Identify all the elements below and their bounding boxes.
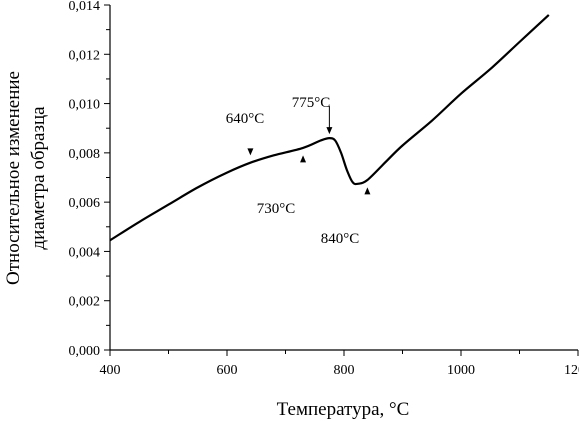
annotation-arrowhead <box>300 155 307 163</box>
annotation-arrowhead <box>364 187 371 195</box>
x-axis-label: Температура, °С <box>277 399 410 420</box>
series <box>109 14 550 242</box>
x-tick-label: 800 <box>334 363 355 378</box>
annotations: 640°C 730°C 775°C 840°C <box>226 95 371 247</box>
y-axis-label: Относительное изменение диаметра образца <box>3 71 49 285</box>
annotation-arrowhead <box>247 148 254 156</box>
annotation-label: 840°C <box>321 231 360 247</box>
series-line <box>109 14 550 242</box>
y-tick-label: 0,000 <box>69 344 101 359</box>
x-tick-label: 1200 <box>564 363 579 378</box>
annotation-arrowhead <box>326 127 333 135</box>
annotation-label: 730°C <box>257 201 296 217</box>
y-tick-label: 0,012 <box>69 48 101 63</box>
x-tick-label: 400 <box>100 363 121 378</box>
axes <box>109 5 578 351</box>
y-tick-label: 0,004 <box>69 245 101 260</box>
y-tick-label: 0,008 <box>69 147 101 162</box>
y-tick-label: 0,010 <box>69 98 101 113</box>
ticks: 400 600 800 1000 1200 0,000 0,002 0,004 0,006 0,0… <box>69 0 579 378</box>
x-tick-label: 1000 <box>447 363 475 378</box>
x-tick-label: 600 <box>217 363 238 378</box>
y-axis-label-line-2: диаметра образца <box>28 106 49 250</box>
y-tick-label: 0,014 <box>69 0 101 14</box>
annotation-label: 640°C <box>226 111 265 127</box>
annotation-label: 775°C <box>292 95 331 111</box>
y-tick-label: 0,006 <box>69 196 101 211</box>
y-tick-label: 0,002 <box>69 295 101 310</box>
y-axis-label-line-1: Относительное изменение <box>3 71 24 285</box>
